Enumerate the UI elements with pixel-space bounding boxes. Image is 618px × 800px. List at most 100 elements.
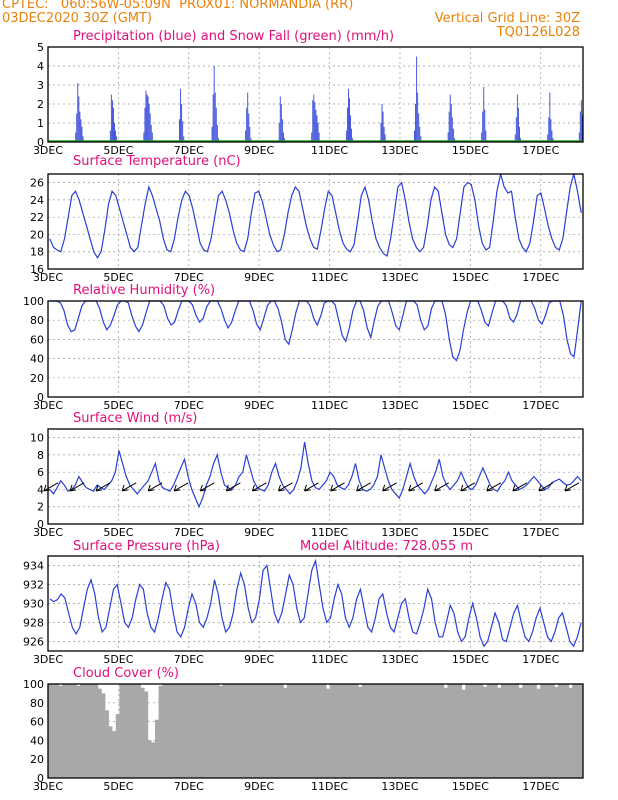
cloud-cover-bar <box>108 726 113 778</box>
cloud-cover-bar <box>130 684 134 778</box>
wind-arrow-head <box>486 484 490 492</box>
precipitation-bar <box>514 134 516 142</box>
x-tick-label: 13DEC <box>381 144 418 157</box>
series-line <box>49 441 582 509</box>
precipitation-bar <box>147 96 149 142</box>
wind-arrow-head <box>330 484 334 492</box>
panel-frame <box>47 683 584 779</box>
header-line2-left: 03DEC2020 30Z (GMT) <box>2 11 153 26</box>
cloud-cover-bar <box>262 684 266 778</box>
title-wind: Surface Wind (m/s) <box>73 411 198 426</box>
x-tick-label: 9DEC <box>244 399 274 412</box>
wind-arrow <box>43 482 59 492</box>
title-temperature: Surface Temperature (nC) <box>73 154 241 169</box>
cloud-cover-bar <box>279 684 284 778</box>
y-tick-label: 26 <box>30 177 44 190</box>
precipitation-bar <box>110 94 112 142</box>
wind-arrow-head <box>122 489 129 492</box>
y-tick-label: 80 <box>30 314 44 327</box>
precipitation-bar <box>415 104 417 142</box>
x-tick-label: 11DEC <box>311 271 348 284</box>
precipitation-bar <box>580 100 582 142</box>
wind-arrow <box>512 482 528 492</box>
cloud-cover-bar <box>97 688 102 778</box>
wind-arrow-head <box>356 484 360 492</box>
cloud-cover-bar <box>393 684 398 778</box>
x-tick-label: 5DEC <box>103 780 133 793</box>
cloud-cover-bar <box>454 684 459 778</box>
cloud-cover-bar <box>215 684 220 778</box>
cloud-cover-bar <box>122 684 127 778</box>
precipitation-bar <box>214 92 216 142</box>
precipitation-bar <box>451 117 453 142</box>
cloud-cover-bar <box>390 684 395 778</box>
cloud-cover-bar <box>504 684 509 778</box>
cloud-cover-bar <box>418 684 423 778</box>
x-tick-label: 5DEC <box>103 399 133 412</box>
cloud-cover-bar <box>169 684 174 778</box>
cloud-cover-bar <box>183 684 188 778</box>
precipitation-bar <box>213 66 215 142</box>
cloud-cover-bar <box>458 684 463 778</box>
precipitation-bar <box>550 119 552 142</box>
precipitation-bar <box>146 94 148 142</box>
x-tick-label: 11DEC <box>311 526 348 539</box>
precipitation-bar <box>485 130 487 142</box>
wind-arrow <box>304 482 319 492</box>
precipitation-bar <box>77 83 79 142</box>
cloud-cover-bar <box>162 684 166 778</box>
header-line3-right: TQ0126L028 <box>496 25 580 40</box>
panel-frame <box>47 300 584 398</box>
cloud-cover-bar <box>486 684 491 778</box>
y-tick-label: 60 <box>30 716 44 729</box>
cloud-cover-bar <box>558 684 562 778</box>
x-tick-label: 7DEC <box>174 271 204 284</box>
wind-arrow-head <box>304 484 307 492</box>
wind-arrow <box>69 482 85 492</box>
precipitation-bar <box>317 123 319 142</box>
y-tick-label: 60 <box>30 333 44 346</box>
cloud-cover-bar <box>222 684 227 778</box>
y-tick-label: 934 <box>23 560 44 573</box>
precipitation-bar <box>547 134 549 142</box>
cloud-cover-bar <box>62 684 67 778</box>
x-tick-label: 17DEC <box>522 653 559 666</box>
cloud-cover-bar <box>497 687 502 778</box>
cloud-cover-bar <box>358 686 363 778</box>
y-tick-label: 932 <box>23 579 44 592</box>
wind-arrow-head <box>460 489 467 492</box>
x-tick-label: 15DEC <box>452 653 489 666</box>
cloud-cover-bar <box>126 684 131 778</box>
cloud-cover-bar <box>344 684 348 778</box>
cloud-cover-bar <box>522 684 527 778</box>
x-tick-label: 3DEC <box>33 526 63 539</box>
wind-arrow <box>174 482 189 492</box>
cloud-cover-bar <box>518 687 523 778</box>
wind-arrow <box>434 482 449 492</box>
cloud-cover-bar <box>101 693 106 778</box>
wind-arrow <box>252 482 267 492</box>
cloud-cover-bar <box>479 684 484 778</box>
cloud-cover-bar <box>447 684 452 778</box>
precipitation-bar <box>551 130 553 142</box>
cloud-cover-bar <box>55 684 59 778</box>
precipitation-bar <box>144 107 146 142</box>
wind-arrow-head <box>538 489 546 492</box>
x-tick-label: 17DEC <box>522 271 559 284</box>
wind-arrow-head <box>512 489 519 492</box>
cloud-cover-bar <box>408 684 413 778</box>
y-tick-label: 2 <box>37 501 44 514</box>
precipitation-bar <box>249 126 251 142</box>
cloud-cover-bar <box>176 684 181 778</box>
cloud-cover-bar <box>155 719 159 778</box>
wind-arrow-head <box>434 484 438 492</box>
y-tick-label: 926 <box>23 636 44 649</box>
x-tick-label: 13DEC <box>381 780 418 793</box>
series-line <box>49 558 582 648</box>
cloud-cover-bar <box>319 684 323 778</box>
wind-arrow-head <box>174 489 181 492</box>
precipitation-bar <box>516 94 518 142</box>
cloud-cover-bar <box>304 684 309 778</box>
precipitation-bar <box>484 109 486 142</box>
precipitation-bar <box>76 113 78 142</box>
